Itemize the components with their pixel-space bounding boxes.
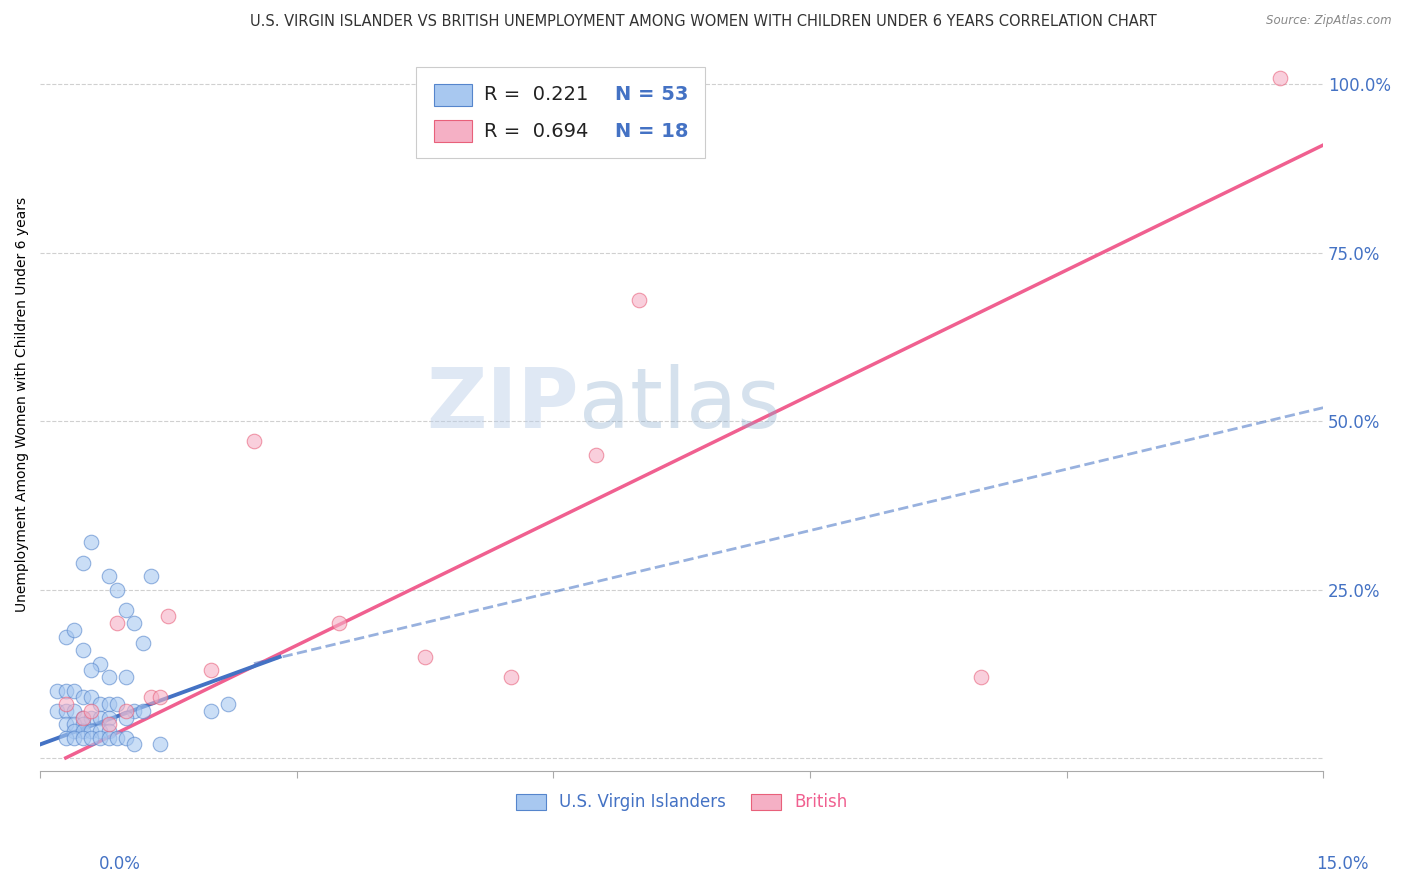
Point xyxy=(200,664,222,678)
Point xyxy=(63,623,86,637)
Point xyxy=(89,723,111,738)
Point xyxy=(97,697,120,711)
Point xyxy=(97,670,120,684)
FancyBboxPatch shape xyxy=(416,67,704,159)
Point xyxy=(132,704,155,718)
Point xyxy=(122,704,145,718)
Point xyxy=(55,704,77,718)
Point xyxy=(63,723,86,738)
Point xyxy=(63,704,86,718)
Point xyxy=(55,697,77,711)
Point xyxy=(80,704,103,718)
Point xyxy=(105,616,128,631)
Point xyxy=(141,690,163,705)
Text: R =  0.221: R = 0.221 xyxy=(484,85,589,104)
Text: 0.0%: 0.0% xyxy=(98,855,141,872)
Point xyxy=(105,731,128,745)
Point xyxy=(499,670,522,684)
Point xyxy=(72,731,94,745)
Point xyxy=(80,731,103,745)
Point xyxy=(63,683,86,698)
Text: N = 18: N = 18 xyxy=(614,122,689,141)
Point xyxy=(97,717,120,731)
Point xyxy=(72,710,94,724)
Point xyxy=(46,683,69,698)
Point xyxy=(72,710,94,724)
Point xyxy=(72,723,94,738)
Point xyxy=(80,723,103,738)
FancyBboxPatch shape xyxy=(434,120,472,142)
Point xyxy=(80,664,103,678)
Point xyxy=(55,731,77,745)
Point xyxy=(97,710,120,724)
Point xyxy=(1270,70,1292,85)
Point xyxy=(149,738,172,752)
Point xyxy=(97,723,120,738)
Point xyxy=(55,717,77,731)
Point xyxy=(114,731,136,745)
Point xyxy=(97,731,120,745)
Text: R =  0.694: R = 0.694 xyxy=(484,122,589,141)
Point xyxy=(149,690,172,705)
Point xyxy=(122,616,145,631)
Point xyxy=(80,690,103,705)
Point xyxy=(114,704,136,718)
Point xyxy=(89,697,111,711)
Point xyxy=(114,603,136,617)
FancyBboxPatch shape xyxy=(434,84,472,105)
Point xyxy=(105,582,128,597)
Point xyxy=(157,609,180,624)
Point xyxy=(413,649,436,664)
Point xyxy=(72,690,94,705)
Text: 15.0%: 15.0% xyxy=(1316,855,1369,872)
Text: atlas: atlas xyxy=(579,364,780,445)
Text: U.S. VIRGIN ISLANDER VS BRITISH UNEMPLOYMENT AMONG WOMEN WITH CHILDREN UNDER 6 Y: U.S. VIRGIN ISLANDER VS BRITISH UNEMPLOY… xyxy=(250,14,1156,29)
Point xyxy=(105,697,128,711)
Point xyxy=(114,670,136,684)
Point xyxy=(141,569,163,583)
Point xyxy=(72,556,94,570)
Point xyxy=(217,697,239,711)
Point xyxy=(89,710,111,724)
Point xyxy=(63,717,86,731)
Point xyxy=(55,630,77,644)
Point xyxy=(243,434,266,449)
Point xyxy=(46,704,69,718)
Text: Source: ZipAtlas.com: Source: ZipAtlas.com xyxy=(1267,14,1392,28)
Point xyxy=(585,448,607,462)
Point xyxy=(328,616,350,631)
Text: ZIP: ZIP xyxy=(426,364,579,445)
Y-axis label: Unemployment Among Women with Children Under 6 years: Unemployment Among Women with Children U… xyxy=(15,197,30,612)
Point xyxy=(970,670,993,684)
Point xyxy=(72,717,94,731)
Point xyxy=(89,657,111,671)
Text: N = 53: N = 53 xyxy=(614,85,689,104)
Point xyxy=(200,704,222,718)
Point xyxy=(63,731,86,745)
Point xyxy=(122,738,145,752)
Point xyxy=(114,710,136,724)
Point xyxy=(72,643,94,657)
Point xyxy=(132,636,155,650)
Legend: U.S. Virgin Islanders, British: U.S. Virgin Islanders, British xyxy=(509,787,855,818)
Point xyxy=(55,683,77,698)
Point xyxy=(80,710,103,724)
Point xyxy=(80,535,103,549)
Point xyxy=(89,731,111,745)
Point xyxy=(627,293,650,307)
Point xyxy=(97,569,120,583)
